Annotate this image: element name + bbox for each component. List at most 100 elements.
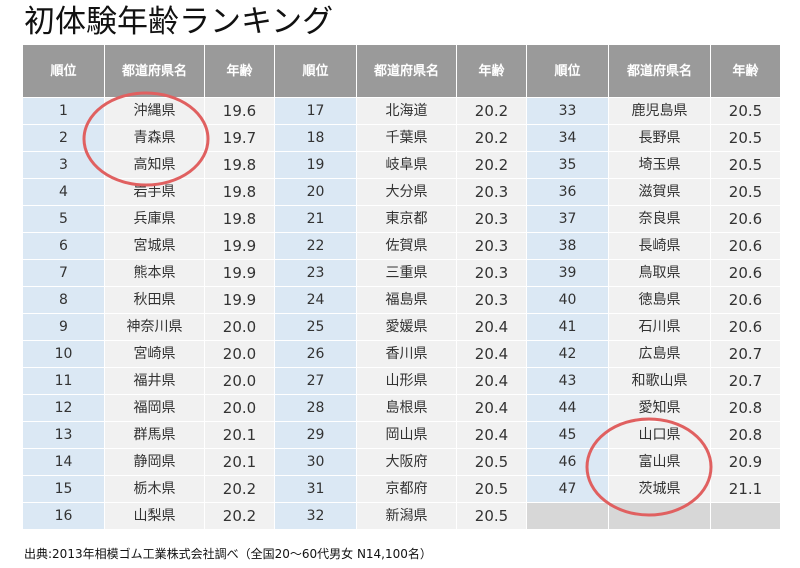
empty-cell	[710, 502, 781, 530]
header-prefecture: 都道府県名	[356, 44, 457, 98]
table-row: 2 青森県 19.7 18 千葉県 20.2 34 長野県 20.5	[22, 124, 781, 152]
table-row: 13 群馬県 20.1 29 岡山県 20.4 45 山口県 20.8	[22, 421, 781, 449]
prefecture-cell: 愛媛県	[356, 313, 457, 341]
table-row: 1 沖縄県 19.6 17 北海道 20.2 33 鹿児島県 20.5	[22, 97, 781, 125]
age-cell: 20.6	[710, 313, 781, 341]
rank-cell: 22	[274, 232, 357, 260]
header-rank: 順位	[526, 44, 609, 98]
rank-cell: 8	[22, 286, 105, 314]
rank-cell: 44	[526, 394, 609, 422]
rank-cell: 38	[526, 232, 609, 260]
header-age: 年齢	[456, 44, 527, 98]
rank-cell: 34	[526, 124, 609, 152]
age-cell: 19.9	[204, 286, 275, 314]
prefecture-cell: 徳島県	[608, 286, 711, 314]
prefecture-cell: 熊本県	[104, 259, 205, 287]
ranking-table: 順位 都道府県名 年齢 順位 都道府県名 年齢 順位 都道府県名 年齢 1 沖縄県…	[22, 44, 781, 530]
rank-cell: 5	[22, 205, 105, 233]
rank-cell: 27	[274, 367, 357, 395]
rank-cell: 25	[274, 313, 357, 341]
table-row: 9 神奈川県 20.0 25 愛媛県 20.4 41 石川県 20.6	[22, 313, 781, 341]
age-cell: 20.5	[710, 124, 781, 152]
table-row: 3 高知県 19.8 19 岐阜県 20.2 35 埼玉県 20.5	[22, 151, 781, 179]
rank-cell: 13	[22, 421, 105, 449]
prefecture-cell: 島根県	[356, 394, 457, 422]
prefecture-cell: 鳥取県	[608, 259, 711, 287]
prefecture-cell: 茨城県	[608, 475, 711, 503]
prefecture-cell: 東京都	[356, 205, 457, 233]
rank-cell: 26	[274, 340, 357, 368]
rank-cell: 21	[274, 205, 357, 233]
prefecture-cell: 山口県	[608, 421, 711, 449]
ranking-table-wrapper: 順位 都道府県名 年齢 順位 都道府県名 年齢 順位 都道府県名 年齢 1 沖縄県…	[22, 44, 781, 530]
header-prefecture: 都道府県名	[608, 44, 711, 98]
empty-cell	[608, 502, 711, 530]
table-row: 6 宮城県 19.9 22 佐賀県 20.3 38 長崎県 20.6	[22, 232, 781, 260]
age-cell: 20.2	[456, 97, 527, 125]
empty-cell	[526, 502, 609, 530]
rank-cell: 3	[22, 151, 105, 179]
prefecture-cell: 大分県	[356, 178, 457, 206]
age-cell: 20.2	[456, 124, 527, 152]
rank-cell: 1	[22, 97, 105, 125]
rank-cell: 7	[22, 259, 105, 287]
age-cell: 19.6	[204, 97, 275, 125]
table-row: 8 秋田県 19.9 24 福島県 20.3 40 徳島県 20.6	[22, 286, 781, 314]
age-cell: 20.4	[456, 421, 527, 449]
rank-cell: 24	[274, 286, 357, 314]
prefecture-cell: 滋賀県	[608, 178, 711, 206]
header-rank: 順位	[274, 44, 357, 98]
prefecture-cell: 石川県	[608, 313, 711, 341]
rank-cell: 31	[274, 475, 357, 503]
rank-cell: 20	[274, 178, 357, 206]
prefecture-cell: 愛知県	[608, 394, 711, 422]
rank-cell: 12	[22, 394, 105, 422]
prefecture-cell: 長野県	[608, 124, 711, 152]
rank-cell: 40	[526, 286, 609, 314]
table-body: 1 沖縄県 19.6 17 北海道 20.2 33 鹿児島県 20.5 2 青森県 19.7 18 千葉県…	[22, 97, 781, 530]
table-row: 15 栃木県 20.2 31 京都府 20.5 47 茨城県 21.1	[22, 475, 781, 503]
age-cell: 20.9	[710, 448, 781, 476]
rank-cell: 4	[22, 178, 105, 206]
age-cell: 20.5	[456, 502, 527, 530]
age-cell: 20.4	[456, 313, 527, 341]
age-cell: 20.5	[710, 151, 781, 179]
table-header: 順位 都道府県名 年齢 順位 都道府県名 年齢 順位 都道府県名 年齢	[22, 44, 781, 98]
prefecture-cell: 福井県	[104, 367, 205, 395]
table-row: 10 宮崎県 20.0 26 香川県 20.4 42 広島県 20.7	[22, 340, 781, 368]
table-row: 5 兵庫県 19.8 21 東京都 20.3 37 奈良県 20.6	[22, 205, 781, 233]
prefecture-cell: 山形県	[356, 367, 457, 395]
table-row: 12 福岡県 20.0 28 島根県 20.4 44 愛知県 20.8	[22, 394, 781, 422]
prefecture-cell: 鹿児島県	[608, 97, 711, 125]
rank-cell: 2	[22, 124, 105, 152]
age-cell: 20.8	[710, 421, 781, 449]
rank-cell: 47	[526, 475, 609, 503]
age-cell: 20.3	[456, 232, 527, 260]
age-cell: 20.3	[456, 259, 527, 287]
age-cell: 20.1	[204, 448, 275, 476]
age-cell: 20.4	[456, 340, 527, 368]
rank-cell: 11	[22, 367, 105, 395]
prefecture-cell: 栃木県	[104, 475, 205, 503]
header-row: 順位 都道府県名 年齢 順位 都道府県名 年齢 順位 都道府県名 年齢	[22, 44, 781, 98]
age-cell: 20.6	[710, 286, 781, 314]
prefecture-cell: 千葉県	[356, 124, 457, 152]
rank-cell: 43	[526, 367, 609, 395]
prefecture-cell: 広島県	[608, 340, 711, 368]
page-title: 初体験年齢ランキング	[24, 4, 334, 40]
prefecture-cell: 岐阜県	[356, 151, 457, 179]
age-cell: 20.2	[204, 502, 275, 530]
age-cell: 20.0	[204, 313, 275, 341]
rank-cell: 17	[274, 97, 357, 125]
prefecture-cell: 大阪府	[356, 448, 457, 476]
prefecture-cell: 福島県	[356, 286, 457, 314]
prefecture-cell: 山梨県	[104, 502, 205, 530]
rank-cell: 33	[526, 97, 609, 125]
age-cell: 19.9	[204, 259, 275, 287]
age-cell: 20.6	[710, 205, 781, 233]
age-cell: 20.7	[710, 367, 781, 395]
prefecture-cell: 沖縄県	[104, 97, 205, 125]
prefecture-cell: 長崎県	[608, 232, 711, 260]
prefecture-cell: 岩手県	[104, 178, 205, 206]
age-cell: 19.7	[204, 124, 275, 152]
